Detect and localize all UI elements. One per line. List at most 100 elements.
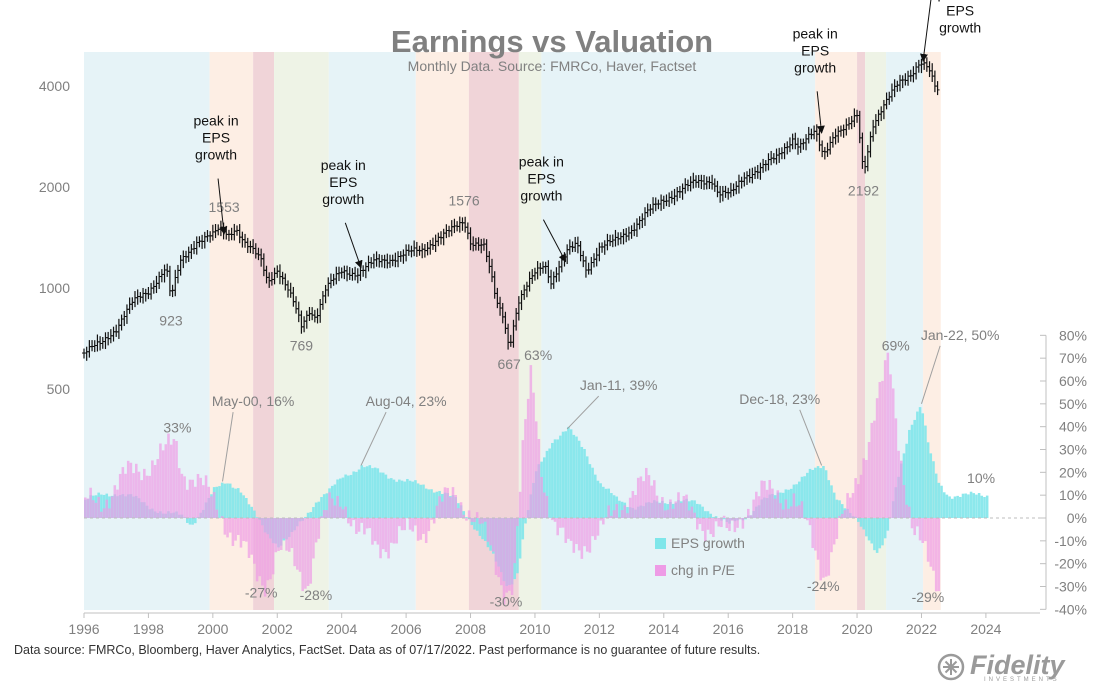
pe-bar xyxy=(631,491,635,518)
note-n5-line-1: EPS xyxy=(946,2,974,18)
pe-bar xyxy=(878,382,882,518)
pct-label-p10: 10% xyxy=(967,470,995,486)
pe-bar xyxy=(247,518,251,558)
pe-bar xyxy=(183,476,186,518)
eps-bar xyxy=(373,467,377,518)
pe-bar xyxy=(226,518,229,538)
pe-bar xyxy=(594,518,597,540)
eps-bar xyxy=(419,484,423,518)
pe-bar xyxy=(89,487,92,518)
pe-bar xyxy=(757,496,761,518)
x-tick-label-2018: 2018 xyxy=(777,621,808,637)
pe-bar xyxy=(599,518,602,521)
eps-bar xyxy=(473,518,476,530)
pe-bar xyxy=(534,421,538,518)
pe-bar xyxy=(352,518,355,521)
eps-bar xyxy=(588,464,592,518)
eps-bar xyxy=(245,497,248,518)
x-tick-label-2000: 2000 xyxy=(197,621,228,637)
pe-bar xyxy=(639,476,643,518)
eps-bar xyxy=(916,411,919,518)
pe-bar xyxy=(588,518,592,553)
eps-bar xyxy=(714,516,718,518)
eps-bar xyxy=(387,478,390,518)
pe-bar xyxy=(663,510,667,518)
pe-bar xyxy=(806,518,809,521)
pe-bar xyxy=(628,497,632,518)
eps-bar xyxy=(612,495,616,518)
pe-bar xyxy=(177,468,181,518)
eps-bar xyxy=(808,468,812,518)
price-label-1553: 1553 xyxy=(209,199,240,215)
pe-bar xyxy=(709,518,712,535)
eps-bar xyxy=(956,495,959,518)
price-tick-1000: 1000 xyxy=(39,280,70,296)
pe-bar xyxy=(167,433,170,518)
pe-bar xyxy=(572,518,576,553)
pe-bar xyxy=(811,518,814,548)
eps-bar xyxy=(975,494,978,518)
eps-bar xyxy=(543,457,546,518)
price-label-667: 667 xyxy=(497,356,521,372)
eps-bar xyxy=(816,466,820,518)
pe-bar xyxy=(556,518,559,536)
pe-bar xyxy=(339,506,342,518)
pe-bar xyxy=(384,518,388,553)
eps-bar xyxy=(698,504,702,518)
pe-bar xyxy=(148,475,151,518)
pe-bar xyxy=(583,518,586,547)
pe-bar xyxy=(612,510,616,518)
eps-bar xyxy=(567,426,570,518)
pe-bar xyxy=(357,518,361,532)
note-n1-line-0: peak in xyxy=(193,113,238,129)
pe-bar xyxy=(918,518,922,541)
x-tick-label-2004: 2004 xyxy=(326,621,357,637)
eps-bar xyxy=(824,470,828,518)
pct-tick-30%: 30% xyxy=(1059,442,1087,458)
eps-bar xyxy=(545,450,549,518)
eps-bar xyxy=(940,485,943,518)
eps-bar xyxy=(218,486,221,518)
chart: 1996 1998 2000 2002 2004 2006 2008 2010 2012 2014… xyxy=(39,0,1087,637)
eps-bar xyxy=(908,429,911,518)
callout-c-dec18: Dec-18, 23% xyxy=(739,391,820,407)
pe-bar xyxy=(304,518,307,589)
eps-bar xyxy=(317,501,321,518)
pe-bar xyxy=(314,518,318,543)
eps-bar xyxy=(435,491,439,518)
eps-bar xyxy=(239,492,243,518)
eps-bar xyxy=(559,435,562,518)
pe-bar xyxy=(875,398,879,518)
eps-bar xyxy=(835,499,839,518)
pct-label-p-30: -30% xyxy=(490,594,523,610)
pe-bar xyxy=(322,510,326,518)
pe-bar xyxy=(215,509,219,518)
eps-bar xyxy=(408,480,412,518)
pe-bar xyxy=(462,514,466,518)
eps-bar xyxy=(585,456,589,518)
note-arrow-n1 xyxy=(217,178,228,235)
eps-bar xyxy=(599,483,602,518)
pe-bar xyxy=(569,518,573,541)
eps-bar xyxy=(840,504,844,518)
eps-bar xyxy=(918,407,922,518)
pe-bar xyxy=(277,518,280,551)
logo-wordmark: Fidelity xyxy=(970,650,1065,680)
pe-bar xyxy=(108,508,111,518)
pe-bar xyxy=(457,508,460,518)
price-label-769: 769 xyxy=(290,337,314,353)
pct-tick--30%: -30% xyxy=(1054,579,1087,595)
pe-bar xyxy=(427,518,431,532)
pct-label-p-29: -29% xyxy=(912,589,945,605)
eps-bar xyxy=(867,518,871,541)
eps-bar xyxy=(865,518,868,537)
pe-bar xyxy=(368,518,372,529)
eps-bar xyxy=(977,493,981,518)
eps-bar xyxy=(712,516,715,518)
pe-bar xyxy=(432,518,436,524)
eps-bar xyxy=(819,468,823,518)
eps-bar xyxy=(414,480,417,518)
eps-bar xyxy=(398,479,401,518)
pe-bar xyxy=(446,487,449,518)
pe-bar xyxy=(916,518,919,527)
